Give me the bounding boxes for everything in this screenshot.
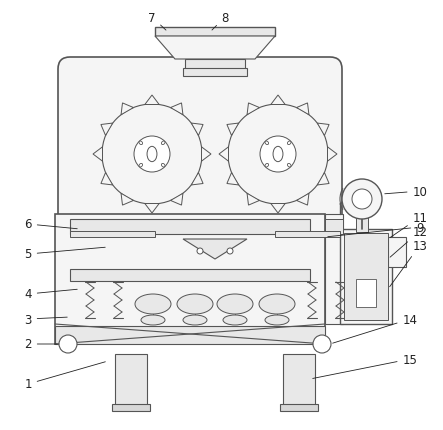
Ellipse shape <box>217 294 253 314</box>
Polygon shape <box>296 194 309 206</box>
Circle shape <box>134 137 170 172</box>
Text: 11: 11 <box>390 211 427 238</box>
Bar <box>183 69 247 77</box>
Text: 8: 8 <box>212 12 229 31</box>
Ellipse shape <box>139 164 143 168</box>
Bar <box>340 230 392 324</box>
Bar <box>280 404 318 411</box>
Polygon shape <box>296 104 309 116</box>
Polygon shape <box>145 96 159 105</box>
Bar <box>344 233 388 320</box>
Bar <box>70 269 310 281</box>
Polygon shape <box>247 104 260 116</box>
Bar <box>356 280 376 307</box>
Polygon shape <box>121 194 133 206</box>
Polygon shape <box>227 173 239 185</box>
Bar <box>325 215 343 324</box>
Ellipse shape <box>161 164 165 168</box>
Ellipse shape <box>265 164 268 168</box>
Ellipse shape <box>161 142 165 145</box>
FancyBboxPatch shape <box>58 58 342 256</box>
Polygon shape <box>317 124 329 136</box>
Bar <box>283 354 315 409</box>
Bar <box>70 219 310 234</box>
Polygon shape <box>275 231 340 237</box>
Ellipse shape <box>259 294 295 314</box>
Ellipse shape <box>139 142 143 145</box>
Ellipse shape <box>183 315 207 325</box>
Ellipse shape <box>177 294 213 314</box>
Polygon shape <box>327 147 337 162</box>
Polygon shape <box>271 96 285 105</box>
Ellipse shape <box>288 142 291 145</box>
Polygon shape <box>219 147 229 162</box>
Circle shape <box>260 137 296 172</box>
Bar <box>112 404 150 411</box>
Polygon shape <box>70 231 155 237</box>
Text: 3: 3 <box>24 313 67 326</box>
Polygon shape <box>171 194 183 206</box>
Bar <box>388 237 406 267</box>
Text: 6: 6 <box>24 218 77 231</box>
Circle shape <box>342 180 382 219</box>
Polygon shape <box>191 173 203 185</box>
Bar <box>185 60 245 70</box>
Polygon shape <box>101 173 113 185</box>
Circle shape <box>227 249 233 255</box>
Ellipse shape <box>141 315 165 325</box>
Polygon shape <box>247 194 260 206</box>
Polygon shape <box>155 37 275 60</box>
Bar <box>55 326 325 344</box>
Polygon shape <box>202 147 211 162</box>
Text: 2: 2 <box>24 338 57 351</box>
Text: 4: 4 <box>24 288 77 301</box>
Circle shape <box>102 105 202 205</box>
Bar <box>356 212 368 233</box>
Polygon shape <box>271 204 285 214</box>
Text: 10: 10 <box>385 185 427 198</box>
Bar <box>55 215 325 344</box>
Circle shape <box>313 335 331 353</box>
Polygon shape <box>227 124 239 136</box>
Bar <box>115 354 147 409</box>
Bar <box>155 28 275 37</box>
Ellipse shape <box>288 164 291 168</box>
Text: 14: 14 <box>333 313 417 344</box>
Text: 12: 12 <box>390 225 427 258</box>
Polygon shape <box>171 104 183 116</box>
Circle shape <box>228 105 328 205</box>
Text: 1: 1 <box>24 362 105 390</box>
Polygon shape <box>191 124 203 136</box>
Bar <box>325 219 343 234</box>
Polygon shape <box>121 104 133 116</box>
Text: 9: 9 <box>328 221 424 237</box>
Ellipse shape <box>135 294 171 314</box>
Circle shape <box>197 249 203 255</box>
Circle shape <box>352 190 372 209</box>
Text: 7: 7 <box>148 12 166 31</box>
Ellipse shape <box>265 315 289 325</box>
Polygon shape <box>93 147 102 162</box>
Circle shape <box>59 335 77 353</box>
Polygon shape <box>101 124 113 136</box>
Ellipse shape <box>273 147 283 162</box>
Polygon shape <box>317 173 329 185</box>
Text: 13: 13 <box>390 239 427 287</box>
Text: 5: 5 <box>24 248 105 261</box>
Ellipse shape <box>265 142 268 145</box>
Polygon shape <box>145 204 159 214</box>
Ellipse shape <box>147 147 157 162</box>
Polygon shape <box>183 240 247 259</box>
Text: 15: 15 <box>313 353 417 378</box>
Ellipse shape <box>223 315 247 325</box>
